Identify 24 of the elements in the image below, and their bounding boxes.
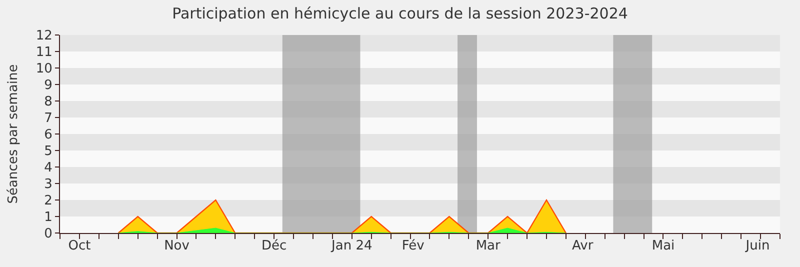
x-tick-label: Fév <box>402 238 425 254</box>
x-tick-label: Déc <box>261 238 287 254</box>
y-tick-label: 0 <box>44 226 52 242</box>
y-tick-label: 10 <box>36 62 52 77</box>
x-tick-label: Mar <box>476 238 502 254</box>
y-tick-label: 1 <box>44 210 52 226</box>
y-axis-title: Séances par semaine <box>6 64 21 204</box>
x-tick-label: Mai <box>652 238 675 254</box>
x-tick-label: Jan 24 <box>330 238 372 254</box>
y-tick-label: 3 <box>44 177 52 192</box>
y-tick-label: 2 <box>44 194 52 209</box>
x-tick-label: Oct <box>68 238 91 254</box>
y-tick-label: 6 <box>44 128 52 143</box>
y-tick-label: 11 <box>36 45 52 60</box>
y-tick-label: 12 <box>36 28 52 44</box>
y-tick-label: 5 <box>44 144 52 160</box>
y-tick-label: 4 <box>44 160 52 176</box>
chart-title: Participation en hémicycle au cours de la session 2023-2024 <box>172 4 628 23</box>
y-tick-label: 7 <box>44 111 52 126</box>
y-tick-label: 8 <box>44 94 52 110</box>
x-tick-label: Juin <box>744 238 770 254</box>
y-tick-label: 9 <box>44 78 52 94</box>
x-tick-label: Avr <box>572 238 594 254</box>
x-tick-label: Nov <box>164 238 190 254</box>
